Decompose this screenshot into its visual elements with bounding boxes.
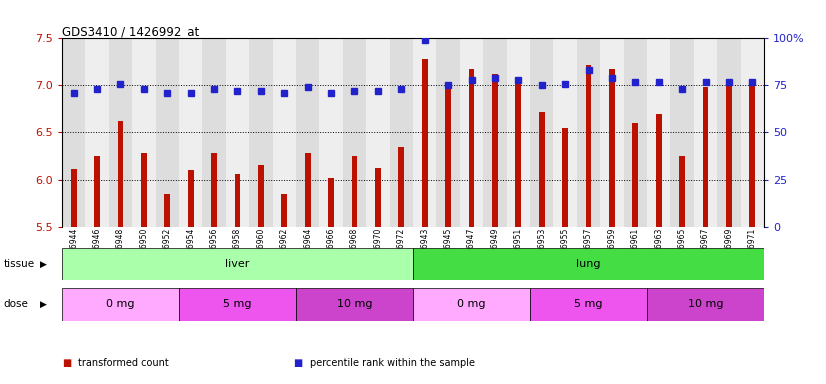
Bar (694, 38, 717, 227)
Bar (273, 38, 296, 227)
Bar (366, 38, 390, 227)
Bar (679, 156, 685, 227)
Bar (109, 38, 132, 227)
Text: 10 mg: 10 mg (688, 299, 724, 310)
Bar (164, 194, 170, 227)
Bar (320, 38, 343, 227)
Text: liver: liver (225, 259, 249, 269)
Bar (328, 178, 334, 227)
Text: ■: ■ (293, 358, 302, 368)
Bar (413, 248, 764, 280)
Bar (609, 68, 615, 227)
Bar (717, 38, 741, 227)
Bar (601, 38, 624, 227)
Bar (249, 38, 273, 227)
Bar (445, 84, 451, 227)
Bar (179, 38, 202, 227)
Bar (85, 38, 109, 227)
Bar (671, 38, 694, 227)
Bar (225, 38, 249, 227)
Bar (647, 288, 764, 321)
Bar (460, 38, 483, 227)
Bar (155, 38, 179, 227)
Text: dose: dose (3, 299, 28, 310)
Bar (492, 74, 498, 227)
Bar (62, 288, 179, 321)
Bar (71, 169, 77, 227)
Bar (749, 84, 755, 227)
Text: lung: lung (577, 259, 601, 269)
Text: ■: ■ (62, 358, 71, 368)
Bar (398, 147, 404, 227)
Bar (94, 156, 100, 227)
Text: transformed count: transformed count (78, 358, 169, 368)
Bar (62, 248, 413, 280)
Bar (202, 38, 225, 227)
Bar (390, 38, 413, 227)
Bar (235, 174, 240, 227)
Bar (211, 153, 217, 227)
Bar (647, 38, 671, 227)
Bar (703, 87, 709, 227)
Text: 10 mg: 10 mg (337, 299, 373, 310)
Bar (179, 288, 296, 321)
Bar (422, 59, 428, 227)
Bar (305, 153, 311, 227)
Bar (586, 65, 591, 227)
Text: GDS3410 / 1426992_at: GDS3410 / 1426992_at (62, 25, 199, 38)
Bar (483, 38, 506, 227)
Bar (515, 78, 521, 227)
Bar (188, 170, 193, 227)
Bar (296, 288, 413, 321)
Bar (506, 38, 530, 227)
Bar (530, 288, 647, 321)
Bar (62, 38, 85, 227)
Bar (343, 38, 366, 227)
Bar (413, 38, 436, 227)
Bar (539, 112, 544, 227)
Bar (633, 123, 638, 227)
Bar (624, 38, 647, 227)
Text: 5 mg: 5 mg (574, 299, 603, 310)
Bar (258, 166, 263, 227)
Text: tissue: tissue (3, 259, 35, 269)
Text: 0 mg: 0 mg (458, 299, 486, 310)
Bar (553, 38, 577, 227)
Bar (726, 84, 732, 227)
Bar (296, 38, 320, 227)
Bar (563, 128, 568, 227)
Bar (530, 38, 553, 227)
Bar (741, 38, 764, 227)
Text: 0 mg: 0 mg (107, 299, 135, 310)
Bar (656, 114, 662, 227)
Bar (352, 156, 358, 227)
Text: 5 mg: 5 mg (223, 299, 252, 310)
Bar (577, 38, 601, 227)
Text: ▶: ▶ (40, 260, 46, 268)
Bar (282, 194, 287, 227)
Text: percentile rank within the sample: percentile rank within the sample (310, 358, 475, 368)
Text: ▶: ▶ (40, 300, 46, 309)
Bar (436, 38, 460, 227)
Bar (375, 168, 381, 227)
Bar (117, 121, 123, 227)
Bar (468, 68, 474, 227)
Bar (132, 38, 155, 227)
Bar (413, 288, 530, 321)
Bar (141, 153, 147, 227)
